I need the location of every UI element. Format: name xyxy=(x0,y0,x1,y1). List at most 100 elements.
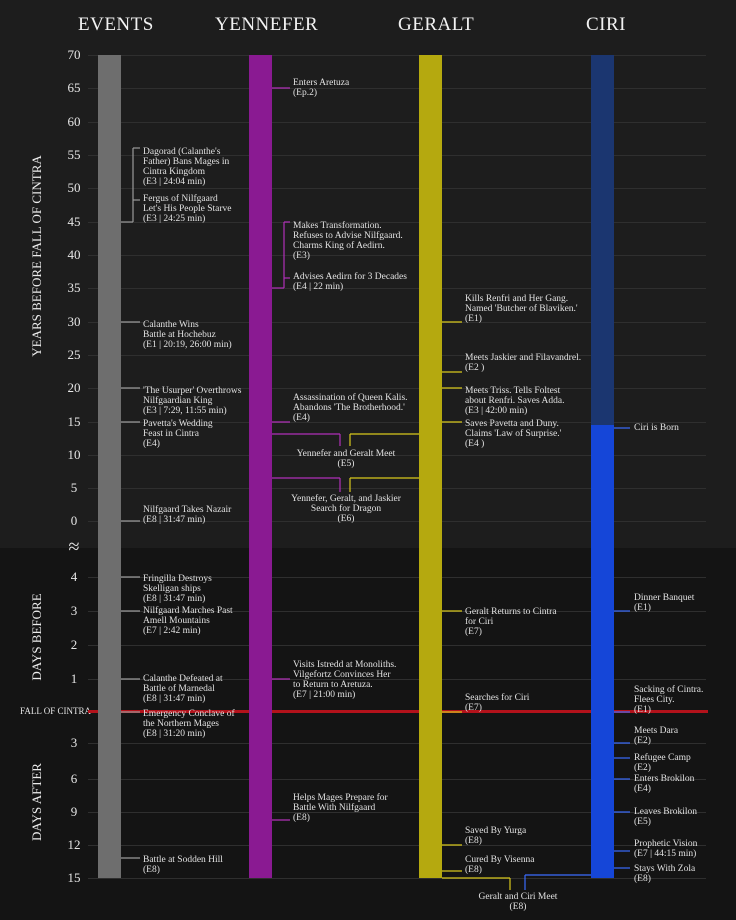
label-line: Geralt and Ciri Meet xyxy=(478,892,558,902)
grid-line xyxy=(88,288,706,289)
label-line: Dinner Banquet xyxy=(634,593,695,603)
yennefer-column-bar xyxy=(249,55,272,878)
year-tick-label: 60 xyxy=(67,114,81,129)
year-tick-label: 25 xyxy=(67,347,81,362)
grid-line xyxy=(88,611,706,612)
label-line: to Return to Aretuza. xyxy=(293,680,373,690)
label-line: (E2 ) xyxy=(465,363,485,373)
label-line: (E8) xyxy=(465,836,482,846)
label-line: the Northern Mages xyxy=(143,719,219,729)
events-label: Fergus of Nilfgaard Let's His People Star… xyxy=(143,194,232,224)
label-line: Calanthe Wins xyxy=(143,320,199,330)
fall-of-cintra-label: FALL OF CINTRA xyxy=(20,706,92,716)
grid-line xyxy=(88,743,706,744)
year-tick-label: 50 xyxy=(67,180,81,195)
fall-of-cintra-line xyxy=(88,710,708,713)
label-line: (E1) xyxy=(634,705,651,715)
grid-line xyxy=(88,222,706,223)
label-line: Fringilla Destroys xyxy=(143,574,212,584)
label-line: Emergency Conclave of xyxy=(143,709,235,719)
shared-event-label: Yennefer and Geralt Meet (E5) xyxy=(297,449,395,469)
grid-line xyxy=(88,645,706,646)
label-line: (E5) xyxy=(634,817,651,827)
shared-event-label: Geralt and Ciri Meet (E8) xyxy=(479,892,558,912)
year-tick-label: 55 xyxy=(67,147,81,162)
label-line: Kills Renfri and Her Gang. xyxy=(465,294,569,304)
ciri-column-bar-before-birth xyxy=(591,55,614,425)
yennefer-label: Makes Transformation. Refuses to Advise N… xyxy=(293,221,403,261)
label-line: Skelligan ships xyxy=(143,584,201,594)
label-line: Amell Mountains xyxy=(143,616,210,626)
geralt-label: Searches for Ciri (E7) xyxy=(465,693,529,713)
label-line: (E8) xyxy=(509,902,527,912)
label-line: (E2) xyxy=(634,763,651,773)
label-line: Claims 'Law of Surprise.' xyxy=(465,429,562,439)
yennefer-label: Helps Mages Prepare for Battle With Nilfg… xyxy=(293,793,388,823)
label-line: Advises Aedirn for 3 Decades xyxy=(293,272,407,282)
grid-line xyxy=(88,679,706,680)
label-line: Father) Bans Mages in xyxy=(143,157,230,167)
events-label: Nilfgaard Marches Past Amell Mountains (E7… xyxy=(143,606,233,636)
grid-line xyxy=(88,88,706,89)
ciri-label: Sacking of Cintra. Flees City. (E1) xyxy=(634,685,703,715)
label-line: Nilfgaard Takes Nazair xyxy=(143,505,232,515)
ciri-label: Refugee Camp (E2) xyxy=(634,753,691,773)
label-line: Vilgefortz Convinces Her xyxy=(293,670,391,680)
label-line: Nilfgaardian King xyxy=(143,396,213,406)
events-column-bar xyxy=(98,55,121,878)
grid-line xyxy=(88,488,706,489)
label-line: (E3 | 7:29, 11:55 min) xyxy=(143,406,227,416)
days-before-tick-label: 4 xyxy=(70,569,78,584)
ciri-label: Meets Dara (E2) xyxy=(634,726,678,746)
grid-line xyxy=(88,322,706,323)
ciri-label: Dinner Banquet (E1) xyxy=(634,593,694,613)
label-line: Battle of Marnedal xyxy=(143,684,215,694)
label-line: Abandons 'The Brotherhood.' xyxy=(293,403,405,413)
grid-line xyxy=(88,155,706,156)
label-line: (E4 ) xyxy=(465,439,485,449)
label-line: Meets Dara xyxy=(634,726,679,736)
header-ciri: CIRI xyxy=(586,14,626,35)
grid-line xyxy=(88,521,706,522)
label-line: (E6) xyxy=(337,514,355,524)
year-tick-label: 70 xyxy=(67,47,81,62)
label-line: (E8 | 31:20 min) xyxy=(143,729,206,739)
year-tick-label: 0 xyxy=(70,513,78,528)
label-line: (Ep.2) xyxy=(293,88,318,98)
grid-line xyxy=(88,355,706,356)
grid-line xyxy=(88,255,706,256)
grid-line xyxy=(88,878,706,879)
events-label: Battle at Sodden Hill (E8) xyxy=(143,855,223,875)
shared-event-label: Yennefer, Geralt, and Jaskier Search for … xyxy=(291,494,401,524)
label-line: Battle at Hochebuz xyxy=(143,330,216,340)
label-line: (E4) xyxy=(293,413,310,423)
year-tick-label: 30 xyxy=(67,314,81,329)
days-before-tick-label: 2 xyxy=(70,637,78,652)
grid-line xyxy=(88,455,706,456)
grid-line xyxy=(88,845,706,846)
days-after-tick-label: 3 xyxy=(70,735,78,750)
year-tick-label: 65 xyxy=(67,80,81,95)
label-line: (E3 | 24:25 min) xyxy=(143,214,206,224)
label-line: Saves Pavetta and Duny. xyxy=(465,419,559,429)
year-tick-label: 5 xyxy=(70,480,78,495)
label-line: (E4) xyxy=(634,784,651,794)
year-tick-label: 20 xyxy=(67,380,81,395)
year-tick-label: 15 xyxy=(67,414,81,429)
label-line: Meets Triss. Tells Foltest xyxy=(465,386,561,396)
events-label: Emergency Conclave of the Northern Mages(… xyxy=(143,709,235,739)
events-label: 'The Usurper' Overthrows Nilfgaardian Kin… xyxy=(143,386,241,416)
label-line: Battle at Sodden Hill xyxy=(143,855,223,865)
label-line: (E1 | 20:19, 26:00 min) xyxy=(143,340,232,350)
grid-line xyxy=(88,577,706,578)
year-tick-label: 10 xyxy=(67,447,81,462)
label-line: (E1) xyxy=(465,314,482,324)
label-line: Refuses to Advise Nilfgaard. xyxy=(293,231,403,241)
label-line: (E8) xyxy=(634,874,651,884)
label-line: (E3 | 24:04 min) xyxy=(143,177,206,187)
label-line: Yennefer and Geralt Meet xyxy=(296,449,396,459)
grid-line xyxy=(88,388,706,389)
label-line: (E7) xyxy=(465,703,482,713)
label-line: Let's His People Starve xyxy=(143,204,232,214)
